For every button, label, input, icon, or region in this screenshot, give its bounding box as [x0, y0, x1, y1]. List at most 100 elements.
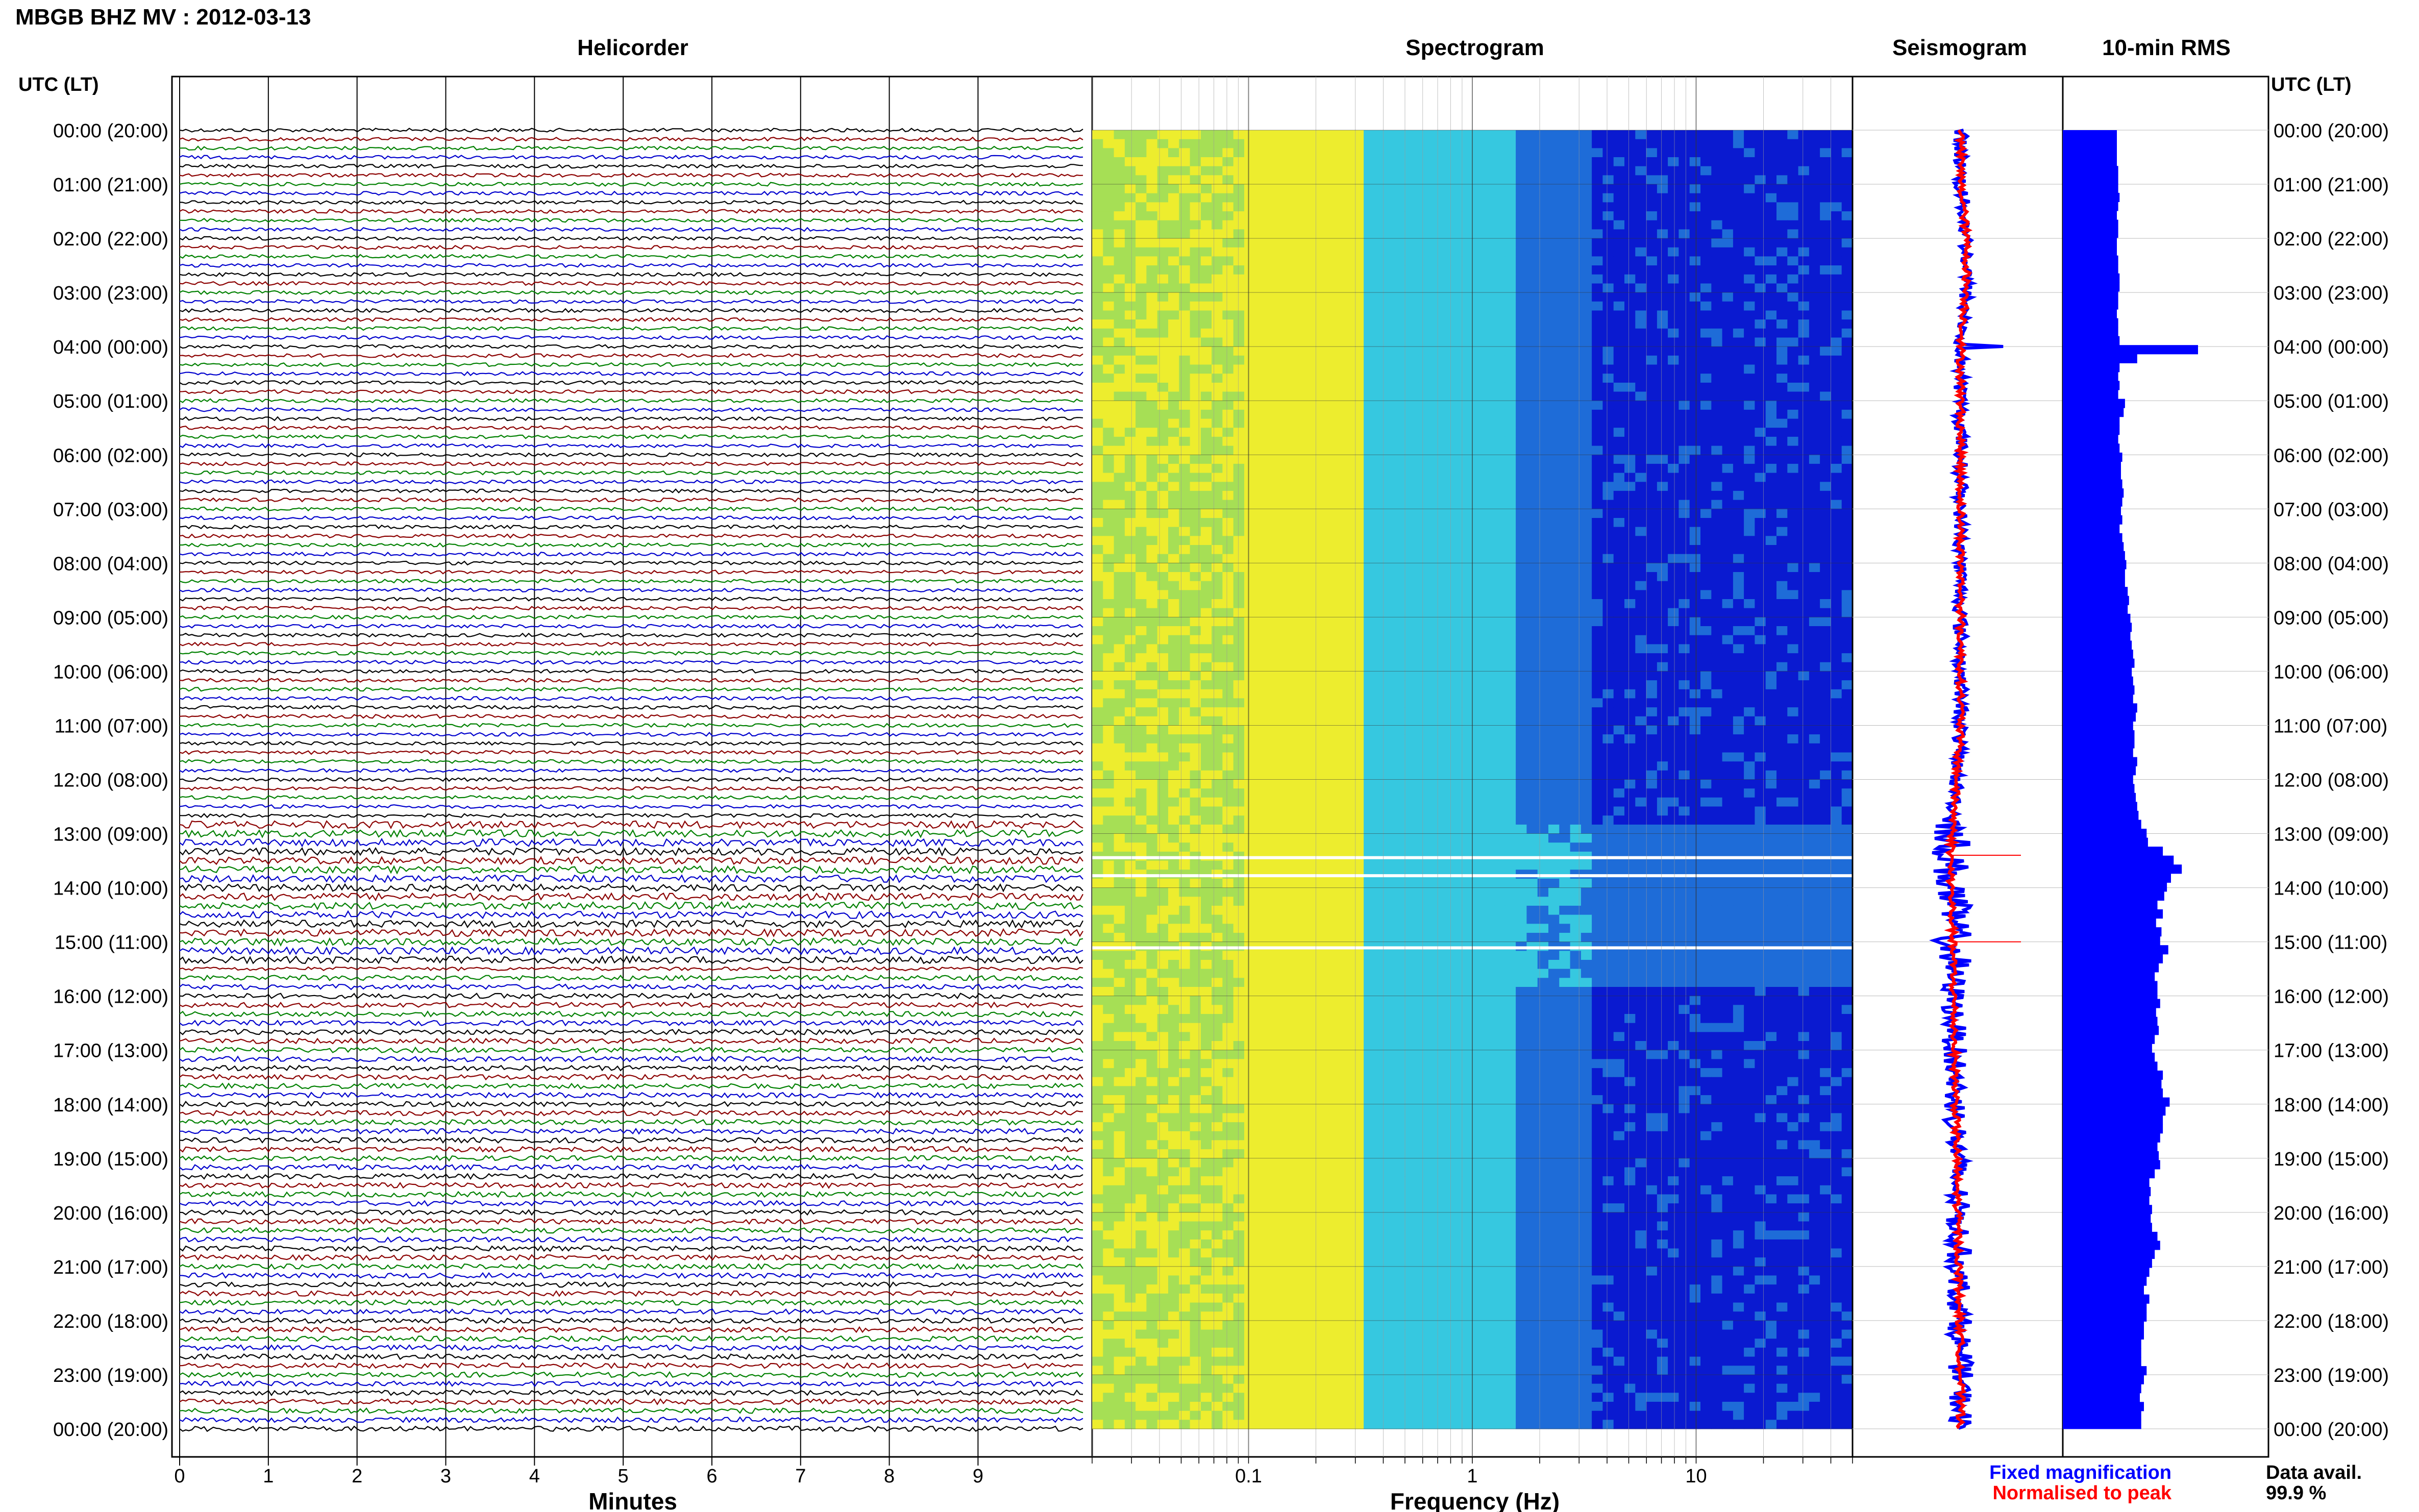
spectrogram-cell	[1679, 527, 1690, 536]
spectrogram-cell	[1342, 563, 1353, 573]
spectrogram-cell	[1461, 157, 1473, 167]
spectrogram-cell	[1744, 635, 1755, 645]
spectrogram-cell	[1820, 725, 1831, 735]
spectrogram-cell	[1472, 473, 1484, 482]
spectrogram-cell	[1722, 626, 1734, 636]
spectrogram-cell	[1624, 445, 1636, 455]
spectrogram-cell	[1212, 608, 1223, 617]
spectrogram-cell	[1700, 184, 1712, 194]
spectrogram-cell	[1440, 581, 1451, 590]
spectrogram-cell	[1157, 680, 1169, 690]
spectrogram-cell	[1613, 707, 1625, 717]
spectrogram-cell	[1570, 328, 1582, 338]
spectrogram-cell	[1407, 554, 1419, 563]
spectrogram-cell	[1581, 301, 1592, 311]
spectrogram-cell	[1092, 202, 1103, 212]
spectrogram-cell	[1744, 256, 1755, 266]
spectrogram-cell	[1841, 175, 1853, 185]
spectrogram-cell	[1276, 274, 1288, 284]
spectrogram-cell	[1222, 184, 1234, 194]
spectrogram-cell	[1200, 184, 1212, 194]
spectrogram-cell	[1820, 418, 1831, 428]
spectrogram-cell	[1602, 671, 1614, 681]
spectrogram-cell	[1298, 527, 1310, 536]
spectrogram-cell	[1635, 292, 1647, 302]
spectrogram-cell	[1233, 734, 1245, 744]
spectrogram-cell	[1559, 283, 1571, 293]
helicorder-trace	[179, 632, 1083, 638]
spectrogram-cell	[1440, 418, 1451, 428]
spectrogram-cell	[1374, 310, 1386, 320]
spectrogram-cell	[1342, 355, 1353, 365]
spectrogram-cell	[1602, 698, 1614, 708]
spectrogram-cell	[1288, 572, 1299, 582]
spectrogram-cell	[1385, 346, 1397, 356]
spectrogram-cell	[1212, 445, 1223, 455]
spectrogram-cell	[1494, 364, 1505, 374]
spectrogram-cell	[1668, 482, 1679, 491]
spectrogram-cell	[1255, 608, 1267, 617]
spectrogram-cell	[1233, 328, 1245, 338]
spectrogram-cell	[1765, 364, 1777, 374]
spectrogram-cell	[1700, 581, 1712, 590]
spectrogram-cell	[1309, 265, 1321, 275]
spectrogram-cell	[1092, 545, 1103, 555]
spectrogram-cell	[1124, 455, 1136, 464]
spectrogram-cell	[1309, 139, 1321, 148]
spectrogram-cell	[1407, 572, 1419, 582]
spectrogram-cell	[1809, 193, 1820, 203]
spectrogram-cell	[1266, 527, 1277, 536]
spectrogram-cell	[1276, 265, 1288, 275]
helicorder-trace	[179, 1245, 1083, 1252]
spectrogram-cell	[1407, 445, 1419, 455]
spectrogram-cell	[1440, 473, 1451, 482]
spectrogram-cell	[1352, 680, 1364, 690]
spectrogram-cell	[1385, 328, 1397, 338]
spectrogram-cell	[1352, 346, 1364, 356]
spectrogram-cell	[1374, 148, 1386, 158]
spectrogram-cell	[1255, 734, 1267, 744]
spectrogram-cell	[1592, 184, 1603, 194]
spectrogram-cell	[1646, 274, 1658, 284]
spectrogram-cell	[1776, 473, 1788, 482]
spectrogram-cell	[1733, 292, 1744, 302]
spectrogram-cell	[1679, 500, 1690, 509]
spectrogram-cell	[1244, 590, 1255, 600]
spectrogram-cell	[1613, 626, 1625, 636]
spectrogram-cell	[1428, 229, 1440, 239]
spectrogram-cell	[1396, 148, 1408, 158]
spectrogram-cell	[1657, 283, 1668, 293]
spectrogram-cell	[1570, 590, 1582, 600]
spectrogram-cell	[1820, 238, 1831, 248]
spectrogram-cell	[1798, 401, 1810, 410]
spectrogram-cell	[1679, 409, 1690, 419]
spectrogram-cell	[1798, 283, 1810, 293]
spectrogram-cell	[1309, 211, 1321, 221]
spectrogram-cell	[1407, 328, 1419, 338]
spectrogram-cell	[1124, 518, 1136, 528]
spectrogram-cell	[1733, 455, 1744, 464]
spectrogram-cell	[1266, 563, 1277, 573]
spectrogram-cell	[1168, 599, 1179, 609]
spectrogram-cell	[1809, 328, 1820, 338]
spectrogram-cell	[1787, 716, 1799, 726]
spectrogram-cell	[1602, 608, 1614, 617]
spectrogram-cell	[1222, 707, 1234, 717]
spectrogram-cell	[1190, 265, 1201, 275]
spectrogram-cell	[1679, 139, 1690, 148]
spectrogram-cell	[1374, 229, 1386, 239]
spectrogram-cell	[1787, 301, 1799, 311]
spectrogram-cell	[1461, 409, 1473, 419]
spectrogram-cell	[1472, 274, 1484, 284]
spectrogram-cell	[1222, 374, 1234, 383]
spectrogram-cell	[1798, 193, 1810, 203]
spectrogram-cell	[1548, 418, 1560, 428]
spectrogram-cell	[1494, 283, 1505, 293]
spectrogram-cell	[1657, 716, 1668, 726]
spectrogram-cell	[1244, 463, 1255, 474]
spectrogram-cell	[1364, 662, 1375, 672]
spectrogram-cell	[1407, 716, 1419, 726]
spectrogram-cell	[1624, 193, 1636, 203]
spectrogram-cell	[1364, 734, 1375, 744]
spectrogram-cell	[1364, 364, 1375, 374]
